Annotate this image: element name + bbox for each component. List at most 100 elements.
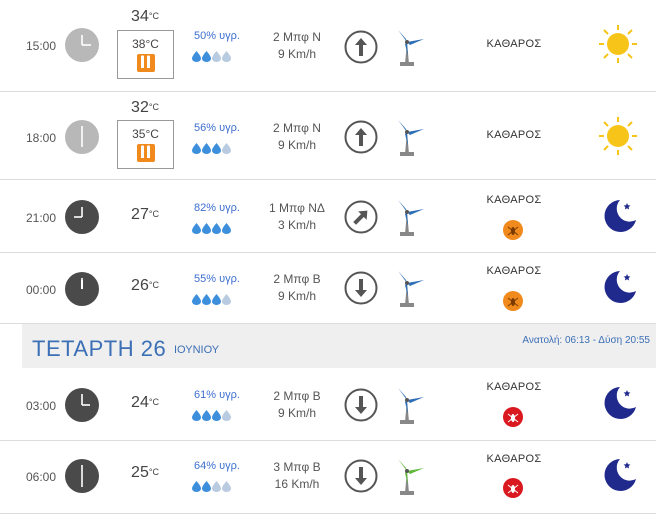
time-label: 00:00 — [26, 283, 57, 297]
mosquito-icon — [503, 478, 523, 498]
wind-info: 3 Μπφ Β 16 Km/h — [262, 459, 332, 493]
humidity-drops — [192, 49, 232, 67]
condition-label: ΚΑΘΑΡΟΣ — [486, 129, 542, 141]
water-drop-empty-icon — [222, 294, 231, 305]
mosquito-icon — [503, 220, 523, 240]
condition-label: ΚΑΘΑΡΟΣ — [486, 265, 542, 277]
humidity-drops — [192, 221, 232, 239]
month-name: ΙΟΥΝΙΟΥ — [174, 344, 220, 356]
water-drop-empty-icon — [212, 51, 221, 62]
forecast-row-1500: 15:00 34°C 38°C 50% υγρ. 2 Μπφ Ν 9 Km/h Κ… — [0, 0, 656, 92]
water-drop-empty-icon — [222, 481, 231, 492]
water-drop-filled-icon — [202, 51, 211, 62]
water-drop-empty-icon — [222, 410, 231, 421]
humidity-label: 56% υγρ. — [194, 122, 240, 134]
clock-icon — [65, 272, 99, 306]
sun-icon — [599, 117, 637, 155]
wind-info: 2 Μπφ Β 9 Km/h — [262, 271, 332, 305]
forecast-row-0600: 06:00 25°C 64% υγρ. 3 Μπφ Β 16 Km/h ΚΑΘΑΡ… — [0, 441, 656, 514]
sunrise-sunset: Ανατολή: 06:13 - Δύση 20:55 — [522, 335, 650, 346]
mosquito-icon — [503, 291, 523, 311]
water-drop-filled-icon — [202, 481, 211, 492]
condition-label: ΚΑΘΑΡΟΣ — [486, 194, 542, 206]
water-drop-filled-icon — [192, 294, 201, 305]
water-drop-filled-icon — [202, 294, 211, 305]
up-arrow-icon — [344, 120, 378, 154]
water-drop-filled-icon — [202, 143, 211, 154]
heat-warning-icon — [136, 54, 155, 72]
moon-icon — [604, 387, 636, 419]
wind-force: 2 Μπφ Ν — [273, 30, 321, 44]
heat-warning-icon — [136, 144, 155, 162]
down-arrow-icon — [344, 459, 378, 493]
wind-turbine-icon — [398, 388, 424, 424]
wind-speed: 3 Km/h — [277, 218, 316, 232]
water-drop-filled-icon — [212, 223, 221, 234]
moon-icon — [604, 200, 636, 232]
water-drop-filled-icon — [202, 223, 211, 234]
clock-icon — [65, 28, 99, 62]
wind-force: 2 Μπφ Β — [273, 389, 321, 403]
clock-icon — [65, 200, 99, 234]
wind-turbine-icon — [398, 459, 424, 495]
water-drop-filled-icon — [212, 143, 221, 154]
condition-label: ΚΑΘΑΡΟΣ — [486, 38, 542, 50]
wind-speed: 9 Km/h — [277, 289, 316, 303]
time-label: 03:00 — [26, 399, 57, 413]
humidity-drops — [192, 408, 232, 426]
time-label: 15:00 — [26, 39, 57, 53]
forecast-row-0300: 03:00 24°C 61% υγρ. 2 Μπφ Β 9 Km/h ΚΑΘΑΡΟ… — [0, 369, 656, 441]
day-header: ΤΕΤΑΡΤΗ 26 ΙΟΥΝΙΟΥ Ανατολή: 06:13 - Δύση… — [22, 324, 656, 368]
humidity-label: 50% υγρ. — [194, 30, 240, 42]
time-label: 21:00 — [26, 211, 57, 225]
temperature-value: 32 — [131, 99, 149, 116]
up-arrow-icon — [344, 30, 378, 64]
humidity-label: 82% υγρ. — [194, 202, 240, 214]
temperature-value: 26 — [131, 277, 149, 294]
temperature-value: 24 — [131, 394, 149, 411]
wind-turbine-icon — [398, 30, 424, 66]
humidity-drops — [192, 292, 232, 310]
wind-turbine-icon — [398, 120, 424, 156]
moon-icon — [604, 459, 636, 491]
temperature-unit: °C — [148, 11, 159, 21]
wind-speed: 9 Km/h — [277, 406, 316, 420]
temperature-unit: °C — [148, 280, 159, 290]
clock-icon — [65, 459, 99, 493]
temperature: 34°C — [120, 8, 170, 26]
temperature-unit: °C — [148, 467, 159, 477]
humidity-label: 64% υγρ. — [194, 460, 240, 472]
feels-like-value: 38°C — [132, 37, 159, 51]
humidity-drops — [192, 141, 232, 159]
temperature-value: 25 — [131, 464, 149, 481]
feels-like-box: 35°C — [117, 120, 174, 169]
temperature-value: 27 — [131, 206, 149, 223]
mosquito-icon — [503, 407, 523, 427]
forecast-row-2100: 21:00 27°C 82% υγρ. 1 Μπφ ΝΔ 3 Km/h ΚΑΘΑΡ… — [0, 180, 656, 253]
water-drop-filled-icon — [192, 410, 201, 421]
wind-force: 3 Μπφ Β — [273, 460, 321, 474]
water-drop-filled-icon — [212, 410, 221, 421]
temperature: 25°C — [120, 464, 170, 482]
wind-speed: 9 Km/h — [277, 138, 316, 152]
wind-info: 2 Μπφ Β 9 Km/h — [262, 388, 332, 422]
temperature: 32°C — [120, 99, 170, 117]
wind-info: 1 Μπφ ΝΔ 3 Km/h — [262, 200, 332, 234]
wind-info: 2 Μπφ Ν 9 Km/h — [262, 120, 332, 154]
forecast-row-0000: 00:00 26°C 55% υγρ. 2 Μπφ Β 9 Km/h ΚΑΘΑΡΟ… — [0, 253, 656, 324]
clock-icon — [65, 388, 99, 422]
temperature-unit: °C — [148, 397, 159, 407]
wind-force: 1 Μπφ ΝΔ — [269, 201, 325, 215]
temperature: 27°C — [120, 206, 170, 224]
time-label: 18:00 — [26, 131, 57, 145]
water-drop-empty-icon — [222, 143, 231, 154]
humidity-label: 61% υγρ. — [194, 389, 240, 401]
feels-like-value: 35°C — [132, 127, 159, 141]
wind-turbine-icon — [398, 200, 424, 236]
wind-turbine-icon — [398, 271, 424, 307]
humidity-label: 55% υγρ. — [194, 273, 240, 285]
moon-icon — [604, 271, 636, 303]
water-drop-filled-icon — [192, 143, 201, 154]
temperature: 26°C — [120, 277, 170, 295]
water-drop-empty-icon — [212, 481, 221, 492]
